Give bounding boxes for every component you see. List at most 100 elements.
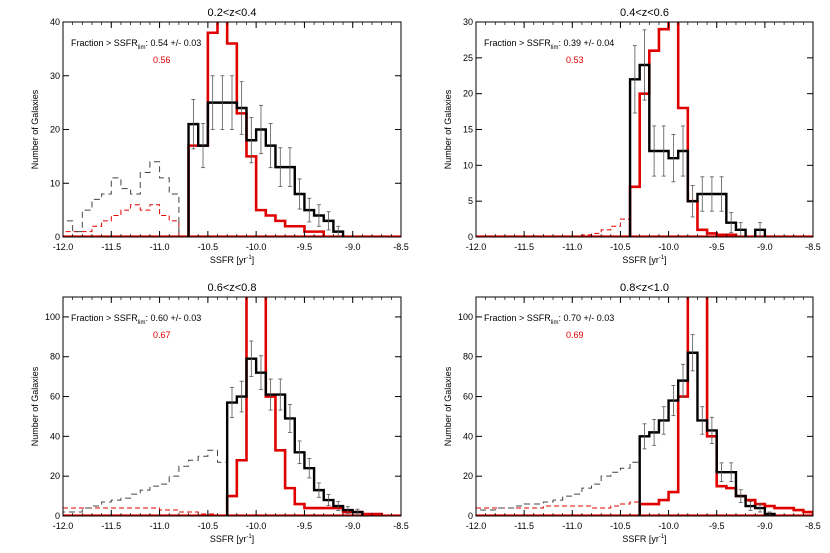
- x-tick-label: -10.5: [610, 242, 631, 252]
- y-tick-label: 0: [55, 232, 60, 242]
- plot-area: [476, 22, 813, 237]
- panel-1: -12.0 -11.5 -11.0 -10.5 -10.0 -9.5 -9.0 -8.5 0 10…: [30, 7, 409, 265]
- x-tick-label: -8.5: [393, 242, 409, 252]
- error-bars: [632, 29, 763, 237]
- red-solid-histogram: [225, 297, 383, 516]
- plot-frame: [62, 296, 402, 517]
- plot-area: [476, 297, 813, 516]
- plot-frame: [475, 296, 814, 517]
- x-tick-label: -11.0: [150, 242, 170, 252]
- fraction-prefix: Fraction > SSFR: [71, 38, 138, 48]
- x-tick-label: -10.0: [246, 521, 267, 531]
- y-tick-label: 20: [50, 471, 60, 481]
- plot-area: [63, 22, 401, 237]
- y-tick-label: 30: [50, 71, 60, 81]
- x-axis-label-end: ]: [664, 255, 667, 265]
- panel-2: -12.0 -11.5 -11.0 -10.5 -10.0 -9.5 -9.0 -8.5 0 5 1…: [443, 7, 821, 265]
- fraction-red-value: 0.53: [566, 55, 584, 65]
- x-tick-label: -9.5: [709, 521, 725, 531]
- fraction-subscript: lim: [551, 45, 559, 51]
- x-axis-label: SSFR [yr-1]: [622, 534, 666, 544]
- x-axis-label-sup: -1: [659, 534, 665, 540]
- x-tick-label: -12.0: [53, 242, 74, 252]
- fraction-prefix: Fraction > SSFR: [71, 313, 138, 323]
- red-solid-histogram: [638, 297, 813, 516]
- error-bars: [191, 75, 341, 237]
- x-tick-label: -12.0: [466, 242, 487, 252]
- x-tick-label: -9.5: [297, 242, 313, 252]
- x-tick-label: -11.0: [562, 242, 582, 252]
- y-tick-label: 40: [463, 431, 473, 441]
- fraction-annotation: Fraction > SSFRlim: 0.70 +/- 0.03: [484, 313, 614, 326]
- y-tick-label: 100: [45, 312, 60, 322]
- panel-3: -12.0 -11.5 -11.0 -10.5 -10.0 -9.5 -9.0 -8.5 0 20…: [30, 282, 409, 544]
- fraction-value: : 0.39 +/- 0.04: [558, 38, 614, 48]
- y-axis-label: Number of Galaxies: [443, 89, 453, 169]
- fraction-subscript: lim: [551, 320, 559, 326]
- y-axis-label: Number of Galaxies: [30, 89, 40, 169]
- y-tick-label: 40: [50, 17, 60, 27]
- panel-4: -12.0 -11.5 -11.0 -10.5 -10.0 -9.5 -9.0 -8.5 0 20…: [443, 282, 821, 544]
- red-dashed-histogram: [476, 501, 641, 516]
- x-axis-label: SSFR [yr-1]: [622, 255, 666, 265]
- y-axis-label: Number of Galaxies: [443, 366, 453, 446]
- x-tick-label: -12.0: [53, 521, 74, 531]
- black-solid-histogram: [638, 351, 776, 516]
- fraction-subscript: lim: [138, 45, 146, 51]
- x-tick-label: -10.5: [198, 521, 219, 531]
- x-tick-label: -9.5: [297, 521, 313, 531]
- fraction-annotation: Fraction > SSFRlim: 0.54 +/- 0.03: [71, 38, 201, 51]
- panel-title: 0.6<z<0.8: [208, 282, 257, 294]
- y-tick-label: 0: [468, 511, 473, 521]
- x-tick-label: -10.0: [246, 242, 267, 252]
- x-tick-label: -10.5: [198, 242, 219, 252]
- fraction-value: : 0.54 +/- 0.03: [145, 38, 201, 48]
- red-dashed-histogram: [581, 218, 631, 237]
- error-bars: [642, 334, 772, 516]
- panel-title: 0.4<z<0.6: [620, 7, 669, 19]
- y-tick-label: 0: [468, 232, 473, 242]
- y-tick-label: 30: [463, 17, 473, 27]
- fraction-subscript: lim: [138, 320, 146, 326]
- x-tick-label: -8.5: [805, 521, 821, 531]
- fraction-value: : 0.60 +/- 0.03: [145, 313, 201, 323]
- y-tick-label: 60: [463, 392, 473, 402]
- x-tick-label: -11.5: [514, 242, 534, 252]
- y-tick-label: 0: [55, 511, 60, 521]
- x-axis-label-main: SSFR [yr: [210, 255, 247, 265]
- y-tick-label: 20: [463, 89, 473, 99]
- x-tick-label: -10.0: [658, 242, 679, 252]
- x-tick-label: -11.0: [150, 521, 170, 531]
- x-tick-label: -11.5: [101, 242, 121, 252]
- x-tick-label: -11.5: [101, 521, 121, 531]
- x-tick-label: -9.0: [345, 521, 361, 531]
- black-solid-histogram: [187, 101, 345, 237]
- fraction-annotation: Fraction > SSFRlim: 0.39 +/- 0.04: [484, 38, 614, 51]
- x-axis-label-sup: -1: [659, 255, 665, 261]
- x-tick-label: -9.0: [345, 242, 361, 252]
- y-tick-label: 20: [463, 471, 473, 481]
- red-solid-histogram: [628, 22, 738, 237]
- fraction-value: : 0.70 +/- 0.03: [558, 313, 614, 323]
- x-axis-label-main: SSFR [yr: [622, 255, 659, 265]
- black-dashed-histogram: [63, 161, 180, 237]
- y-tick-label: 10: [463, 160, 473, 170]
- y-tick-label: 5: [468, 196, 473, 206]
- y-axis-label: Number of Galaxies: [30, 366, 40, 446]
- red-solid-histogram: [187, 22, 326, 237]
- black-dashed-histogram: [476, 461, 641, 516]
- plot-area: [63, 297, 401, 516]
- y-tick-label: 15: [463, 125, 473, 135]
- x-axis-label-end: ]: [664, 534, 667, 544]
- black-solid-histogram: [225, 357, 364, 516]
- fraction-red-value: 0.56: [153, 55, 171, 65]
- x-tick-label: -9.0: [757, 242, 773, 252]
- error-bars: [230, 340, 360, 516]
- x-axis-label-end: ]: [252, 534, 255, 544]
- x-tick-label: -9.5: [709, 242, 725, 252]
- y-tick-label: 40: [50, 431, 60, 441]
- red-dashed-histogram: [63, 204, 180, 237]
- y-tick-label: 80: [50, 352, 60, 362]
- black-dashed-histogram: [63, 449, 228, 516]
